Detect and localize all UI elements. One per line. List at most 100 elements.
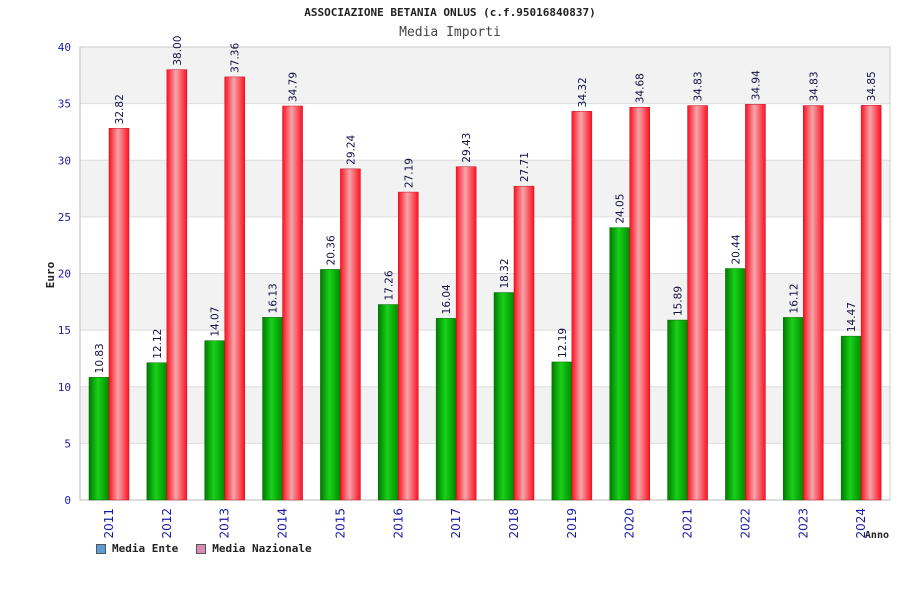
- x-tick-label: 2024: [854, 508, 868, 539]
- y-tick-label: 35: [58, 98, 71, 111]
- bar-value-label: 14.07: [210, 307, 222, 337]
- grid-band: [80, 160, 890, 217]
- bar-value-label: 29.24: [345, 134, 357, 164]
- bar-value-label: 24.05: [615, 194, 627, 224]
- x-tick-label: 2021: [681, 508, 695, 539]
- bar-media-ente-2012: [146, 362, 168, 501]
- x-tick-label: 2016: [391, 508, 405, 539]
- y-axis-label: Euro: [44, 261, 57, 288]
- bar-media-nazionale-2014: [282, 105, 303, 501]
- x-tick-label: 2018: [507, 508, 521, 539]
- x-tick-label: 2022: [738, 508, 752, 539]
- bar-value-label: 34.94: [750, 70, 762, 100]
- bar-media-ente-2016: [378, 304, 399, 501]
- bar-value-label: 12.12: [152, 329, 164, 359]
- bar-value-label: 20.44: [730, 234, 742, 264]
- bar-value-label: 38.00: [172, 36, 184, 66]
- x-tick-label: 2011: [102, 508, 116, 539]
- legend-label-media-nazionale: Media Nazionale: [212, 542, 312, 555]
- bar-value-label: 34.83: [808, 71, 820, 101]
- legend: Media Ente Media Nazionale: [96, 542, 312, 555]
- legend-item-media-ente: Media Ente: [96, 542, 178, 555]
- bar-media-ente-2018: [493, 292, 515, 501]
- x-tick-label: 2019: [565, 508, 579, 539]
- bar-value-label: 12.19: [557, 328, 569, 358]
- bar-media-ente-2020: [609, 227, 630, 501]
- grid-bands: [80, 47, 890, 444]
- bar-media-ente-2014: [262, 317, 283, 501]
- legend-label-media-ente: Media Ente: [112, 542, 179, 555]
- bar-value-label: 10.83: [94, 343, 106, 373]
- bar-media-ente-2024: [840, 335, 862, 501]
- bar-value-label: 16.04: [441, 284, 453, 314]
- x-tick-label: 2015: [333, 508, 347, 539]
- bar-value-label: 29.43: [461, 133, 473, 163]
- y-tick-label: 25: [58, 211, 71, 224]
- bar-media-nazionale-2015: [340, 168, 361, 501]
- y-tick-label: 5: [64, 437, 71, 450]
- x-tick-label: 2017: [449, 508, 463, 539]
- bars: [88, 69, 882, 501]
- bar-value-label: 27.19: [403, 158, 415, 188]
- bar-media-ente-2022: [725, 268, 746, 501]
- chart-title: ASSOCIAZIONE BETANIA ONLUS (c.f.95016840…: [304, 6, 596, 19]
- bar-media-ente-2015: [320, 269, 341, 501]
- bar-media-ente-2023: [783, 317, 804, 501]
- bar-value-label: 14.47: [846, 302, 858, 332]
- legend-swatch-media-ente: [96, 543, 106, 554]
- bar-value-label: 16.12: [788, 283, 800, 313]
- bar-value-label: 16.13: [268, 283, 280, 313]
- bar-value-label: 34.68: [635, 73, 647, 103]
- y-tick-label: 0: [64, 494, 71, 507]
- x-tick-labels: 2011 2012 2013 2014 2015 2016 2017 2018 2019 2020…: [102, 508, 868, 539]
- y-tick-label: 20: [58, 268, 71, 281]
- bar-value-label: 34.85: [866, 71, 878, 101]
- y-tick-label: 15: [58, 324, 71, 337]
- bar-value-label: 34.83: [693, 71, 705, 101]
- grid-band: [80, 386, 890, 444]
- bar-media-nazionale-2011: [108, 128, 130, 501]
- bar-value-label: 32.82: [114, 94, 126, 124]
- bar-media-ente-2011: [88, 377, 110, 501]
- legend-item-media-nazionale: Media Nazionale: [196, 542, 312, 555]
- bar-value-label: 34.79: [288, 72, 300, 102]
- bar-media-ente-2013: [204, 340, 225, 501]
- grid-band: [80, 47, 890, 104]
- bar-value-label: 34.32: [577, 77, 589, 107]
- bar-media-nazionale-2023: [803, 105, 824, 501]
- bar-value-label: 37.36: [230, 43, 242, 73]
- x-tick-label: 2023: [796, 508, 810, 539]
- x-axis-label: Anno: [865, 530, 889, 541]
- bar-media-nazionale-2018: [513, 185, 535, 501]
- y-tick-labels: 0 5 10 15 20 25 30 35 40: [58, 41, 71, 507]
- bar-value-label: 18.32: [499, 258, 511, 288]
- x-tick-label: 2012: [160, 508, 174, 539]
- bar-media-nazionale-2013: [224, 76, 245, 501]
- bar-media-nazionale-2024: [860, 105, 882, 501]
- bar-media-ente-2017: [435, 318, 457, 501]
- bar-media-nazionale-2016: [398, 191, 419, 501]
- bar-media-nazionale-2022: [745, 104, 766, 501]
- bar-value-label: 27.71: [519, 152, 531, 182]
- y-tick-label: 10: [58, 381, 71, 394]
- bar-media-nazionale-2019: [571, 111, 593, 501]
- bar-media-nazionale-2017: [455, 166, 477, 501]
- bar-value-label: 20.36: [325, 235, 337, 265]
- bar-media-nazionale-2020: [629, 106, 650, 501]
- x-tick-label: 2020: [623, 508, 637, 539]
- x-tick-label: 2014: [276, 508, 290, 539]
- bar-labels: 10.83 32.82 12.12 38.00 14.07 37.36 16.13 34.79…: [94, 36, 878, 374]
- bar-media-nazionale-2012: [166, 69, 188, 501]
- bar-value-label: 17.26: [383, 270, 395, 300]
- x-tick-label: 2013: [218, 508, 232, 539]
- bar-media-nazionale-2021: [687, 105, 708, 501]
- grid-band: [80, 273, 890, 331]
- bar-media-ente-2019: [551, 361, 573, 501]
- y-tick-label: 30: [58, 154, 71, 167]
- y-tick-label: 40: [58, 41, 71, 54]
- chart-subtitle: Media Importi: [399, 25, 501, 40]
- legend-swatch-media-nazionale: [196, 543, 207, 554]
- bar-media-ente-2021: [667, 319, 688, 501]
- bar-value-label: 15.89: [673, 286, 685, 316]
